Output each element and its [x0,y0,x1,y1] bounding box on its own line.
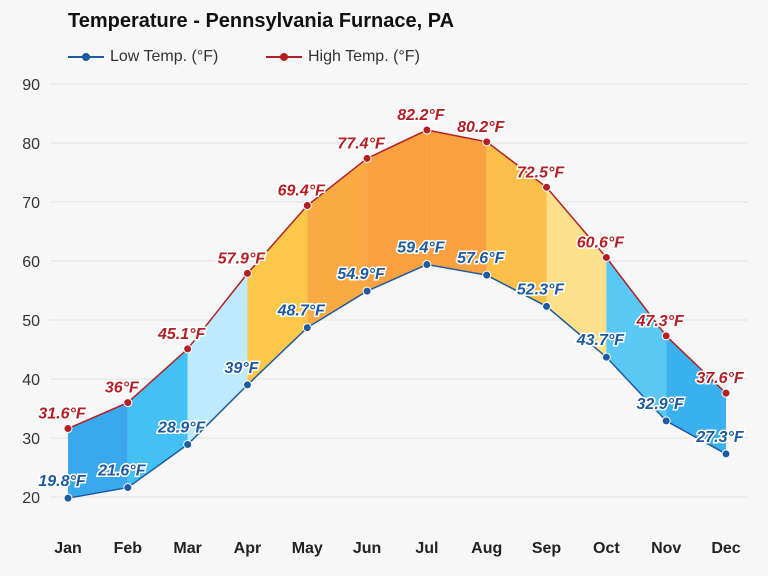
high-point [183,344,193,354]
high-point [661,331,671,341]
low-data-label: 19.8°F [38,473,87,490]
y-tick-label: 50 [22,313,40,330]
high-data-label: 36°F [105,380,140,397]
low-data-label: 48.7°F [277,303,327,320]
legend-low-marker-icon [68,53,104,61]
low-data-label: 59.4°F [397,240,446,257]
high-data-label: 37.6°F [696,370,745,387]
high-point [601,252,611,262]
low-data-label: 28.9°F [157,419,207,436]
low-point [362,286,372,296]
low-point [482,270,492,280]
high-point [542,182,552,192]
low-point [242,380,252,390]
low-line [67,263,727,499]
x-tick-label: May [292,540,323,557]
y-tick-label: 80 [22,136,40,153]
high-data-label: 82.2°F [397,107,446,124]
low-point [542,301,552,311]
x-tick-label: Oct [593,540,620,557]
low-point [422,260,432,270]
high-data-label: 47.3°F [636,313,686,330]
y-tick-label: 20 [22,490,40,507]
x-tick-label: Sep [532,540,562,557]
x-tick-label: Dec [711,540,740,557]
low-data-label: 32.9°F [637,396,686,413]
legend-high[interactable]: High Temp. (°F) [266,48,420,66]
x-tick-label: Jun [353,540,381,557]
low-point [601,352,611,362]
low-data-label: 54.9°F [337,266,386,283]
range-band [666,335,726,454]
low-data-label: 21.6°F [97,463,147,480]
x-tick-label: Jan [54,540,82,557]
y-tick-label: 40 [22,372,40,389]
chart-title: Temperature - Pennsylvania Furnace, PA [68,10,455,32]
y-tick-label: 90 [22,77,40,94]
low-point [302,323,312,333]
high-data-label: 77.4°F [337,135,386,152]
range-band [426,130,487,276]
range-band [367,130,427,292]
legend-low-label: Low Temp. (°F) [110,48,219,65]
range-band [127,348,188,488]
x-tick-label: Aug [471,540,502,557]
range-band [486,141,547,307]
high-point [482,137,492,147]
high-data-label: 69.4°F [278,183,327,200]
low-data-label: 43.7°F [576,332,626,349]
high-point [242,268,252,278]
legend-high-marker-icon [266,53,302,61]
range-band [546,187,607,358]
range-band [68,402,128,499]
y-tick-label: 30 [22,431,40,448]
range-band [247,205,308,385]
x-tick-label: Apr [234,540,262,557]
x-tick-label: Feb [114,540,143,557]
high-point [362,153,372,163]
high-data-label: 45.1°F [157,326,207,343]
high-data-label: 60.6°F [577,234,626,251]
x-tick-label: Nov [651,540,681,557]
x-tick-label: Mar [173,540,201,557]
low-point [123,483,133,493]
low-data-label: 57.6°F [457,250,506,267]
low-point [661,416,671,426]
range-band [307,158,368,328]
low-data-label: 27.3°F [695,429,745,446]
high-point [63,424,73,434]
high-data-label: 72.5°F [517,164,566,181]
y-tick-label: 60 [22,254,40,271]
high-data-label: 57.9°F [218,250,267,267]
high-line [67,129,727,430]
low-data-label: 52.3°F [517,281,566,298]
y-tick-label: 70 [22,195,40,212]
low-data-label: 39°F [224,360,259,377]
high-point [123,398,133,408]
low-point [63,493,73,503]
legend-high-label: High Temp. (°F) [308,48,420,65]
range-band [606,257,667,421]
legend-low[interactable]: Low Temp. (°F) [68,48,218,66]
low-point [183,439,193,449]
high-data-label: 31.6°F [38,406,87,423]
high-point [721,388,731,398]
x-tick-label: Jul [415,540,438,557]
high-point [302,201,312,211]
low-point [721,449,731,459]
high-point [422,125,432,135]
high-data-label: 80.2°F [457,119,506,136]
range-band [187,273,248,445]
